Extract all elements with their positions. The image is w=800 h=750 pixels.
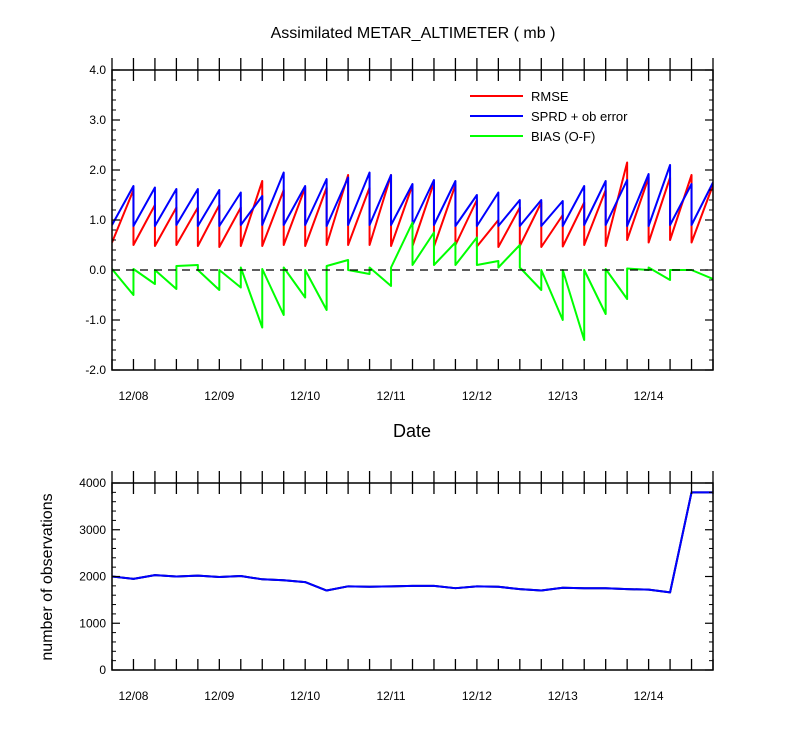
y-tick-label: 0 bbox=[99, 663, 106, 677]
legend: RMSE SPRD + ob error BIAS (O-F) bbox=[470, 89, 628, 144]
x-tick-label: 12/10 bbox=[290, 689, 320, 703]
y-tick-label: -1.0 bbox=[85, 313, 106, 327]
x-tick-label: 12/14 bbox=[634, 389, 664, 403]
y-tick-label: 2.0 bbox=[89, 163, 106, 177]
legend-label-rmse: RMSE bbox=[531, 89, 569, 104]
legend-label-sprd-ob-error: SPRD + ob error bbox=[531, 109, 628, 124]
y-tick-label: 1.0 bbox=[89, 213, 106, 227]
x-axis-label: Date bbox=[393, 421, 431, 441]
y-tick-label: 1000 bbox=[79, 616, 106, 630]
x-tick-label: 12/12 bbox=[462, 389, 492, 403]
x-tick-label: 12/13 bbox=[548, 689, 578, 703]
bottom-series-group bbox=[112, 491, 713, 594]
y-axis-label-observations: number of observations bbox=[39, 493, 56, 660]
x-tick-label: 12/10 bbox=[290, 389, 320, 403]
series-line-observations-used bbox=[112, 491, 713, 594]
x-tick-label: 12/08 bbox=[118, 689, 148, 703]
y-tick-label: 3000 bbox=[79, 523, 106, 537]
series-line-observations-possible bbox=[112, 491, 713, 594]
x-tick-label: 12/09 bbox=[204, 689, 234, 703]
x-tick-label: 12/12 bbox=[462, 689, 492, 703]
top-series-group bbox=[112, 161, 713, 341]
y-tick-label: 0.0 bbox=[89, 263, 106, 277]
y-tick-label: 4000 bbox=[79, 476, 106, 490]
x-tick-label: 12/11 bbox=[376, 689, 405, 703]
x-tick-label: 12/09 bbox=[204, 389, 234, 403]
legend-label-bias-o-f: BIAS (O-F) bbox=[531, 129, 595, 144]
x-tick-label: 12/11 bbox=[376, 389, 405, 403]
chart-title: Assimilated METAR_ALTIMETER ( mb ) bbox=[271, 25, 556, 42]
bottom-ticks: 0 1000 2000 3000 4000 12/08 12/09 12/10 12/11 12/… bbox=[79, 471, 714, 703]
top-ticks: -2.0 -1.0 0.0 1.0 2.0 3.0 4.0 12/08 12/09 12/10 12… bbox=[85, 58, 714, 403]
y-tick-label: 2000 bbox=[79, 570, 106, 584]
x-tick-label: 12/08 bbox=[118, 389, 148, 403]
series-line-bias-o-f bbox=[112, 221, 713, 341]
y-tick-label: 3.0 bbox=[89, 113, 106, 127]
series-line-sprd-ob-error bbox=[112, 164, 713, 227]
x-tick-label: 12/14 bbox=[634, 689, 664, 703]
y-tick-label: -2.0 bbox=[85, 363, 106, 377]
y-tick-label: 4.0 bbox=[89, 63, 106, 77]
x-tick-label: 12/13 bbox=[548, 389, 578, 403]
